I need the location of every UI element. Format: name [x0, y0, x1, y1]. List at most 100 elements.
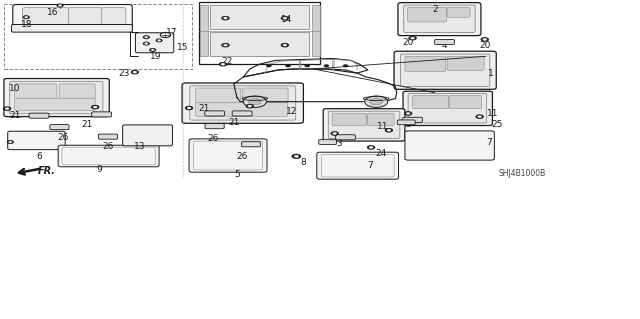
Text: 26: 26: [102, 142, 114, 151]
FancyBboxPatch shape: [408, 7, 447, 22]
Circle shape: [23, 16, 29, 19]
Text: 26: 26: [207, 134, 218, 143]
Text: 14: 14: [281, 15, 292, 24]
Circle shape: [219, 62, 227, 66]
Circle shape: [305, 64, 310, 67]
Text: 16: 16: [47, 8, 59, 17]
Circle shape: [221, 63, 225, 65]
Circle shape: [248, 105, 252, 107]
Bar: [410, 133, 489, 158]
Bar: [210, 33, 309, 56]
Circle shape: [57, 4, 63, 7]
FancyBboxPatch shape: [123, 125, 173, 146]
FancyBboxPatch shape: [328, 111, 400, 138]
FancyBboxPatch shape: [447, 56, 484, 70]
Circle shape: [324, 64, 329, 67]
Text: 7: 7: [486, 138, 492, 147]
FancyBboxPatch shape: [394, 51, 496, 89]
Text: 18: 18: [20, 20, 32, 29]
FancyBboxPatch shape: [195, 88, 241, 103]
Bar: [194, 141, 262, 170]
FancyBboxPatch shape: [92, 112, 111, 117]
Circle shape: [365, 96, 388, 108]
Circle shape: [5, 108, 9, 110]
FancyBboxPatch shape: [189, 86, 296, 120]
Text: 4: 4: [442, 41, 447, 50]
FancyBboxPatch shape: [182, 83, 303, 123]
Circle shape: [243, 96, 266, 108]
FancyBboxPatch shape: [404, 5, 475, 33]
Circle shape: [221, 43, 229, 47]
Text: 1: 1: [488, 69, 494, 78]
Circle shape: [283, 44, 287, 46]
Text: 19: 19: [150, 52, 162, 61]
FancyBboxPatch shape: [401, 54, 490, 86]
Text: 5: 5: [234, 170, 240, 179]
FancyBboxPatch shape: [4, 78, 109, 117]
Circle shape: [385, 128, 393, 132]
Circle shape: [404, 112, 412, 115]
Circle shape: [248, 99, 261, 105]
Text: FR.: FR.: [38, 166, 56, 176]
Text: 3: 3: [405, 120, 411, 129]
Circle shape: [409, 36, 417, 40]
FancyBboxPatch shape: [136, 33, 173, 53]
Circle shape: [246, 104, 253, 108]
Circle shape: [285, 64, 291, 67]
FancyBboxPatch shape: [241, 142, 260, 147]
Circle shape: [223, 17, 227, 19]
Circle shape: [185, 106, 193, 110]
Circle shape: [266, 64, 271, 67]
Circle shape: [143, 42, 150, 45]
Circle shape: [93, 106, 97, 108]
FancyBboxPatch shape: [405, 56, 446, 71]
Text: 15: 15: [177, 43, 188, 52]
Circle shape: [9, 141, 12, 143]
Text: 2: 2: [432, 5, 438, 14]
FancyBboxPatch shape: [15, 84, 57, 99]
Circle shape: [223, 44, 227, 46]
Text: 3: 3: [336, 139, 342, 148]
Bar: [312, 5, 320, 56]
FancyBboxPatch shape: [449, 96, 481, 109]
Bar: [12, 133, 61, 147]
Text: 11: 11: [486, 109, 498, 118]
Circle shape: [281, 16, 289, 20]
FancyBboxPatch shape: [398, 3, 481, 36]
Circle shape: [58, 5, 61, 6]
Text: 13: 13: [134, 142, 146, 151]
Circle shape: [145, 36, 148, 38]
Text: 10: 10: [9, 84, 20, 93]
Text: 12: 12: [285, 108, 297, 116]
Circle shape: [283, 17, 287, 19]
Text: 21: 21: [82, 120, 93, 129]
Circle shape: [294, 155, 299, 158]
FancyBboxPatch shape: [195, 102, 287, 116]
Circle shape: [156, 39, 163, 42]
FancyBboxPatch shape: [447, 7, 470, 17]
Bar: [322, 155, 394, 177]
Text: 20: 20: [403, 38, 414, 47]
Circle shape: [161, 33, 171, 38]
Text: 6: 6: [36, 152, 42, 161]
FancyBboxPatch shape: [60, 84, 95, 99]
FancyBboxPatch shape: [99, 134, 118, 139]
Text: 24: 24: [375, 149, 387, 158]
FancyBboxPatch shape: [10, 81, 103, 114]
Circle shape: [143, 36, 150, 39]
FancyBboxPatch shape: [29, 113, 49, 118]
Circle shape: [411, 37, 415, 39]
Circle shape: [406, 113, 410, 115]
FancyBboxPatch shape: [332, 114, 367, 125]
Circle shape: [133, 71, 137, 73]
Circle shape: [92, 105, 99, 109]
FancyBboxPatch shape: [102, 8, 126, 26]
Circle shape: [25, 16, 28, 18]
Circle shape: [343, 64, 348, 67]
FancyBboxPatch shape: [323, 109, 405, 141]
Circle shape: [367, 145, 375, 149]
Text: 26: 26: [236, 152, 248, 161]
Bar: [127, 127, 168, 144]
Circle shape: [150, 48, 156, 51]
Text: 23: 23: [118, 69, 130, 78]
